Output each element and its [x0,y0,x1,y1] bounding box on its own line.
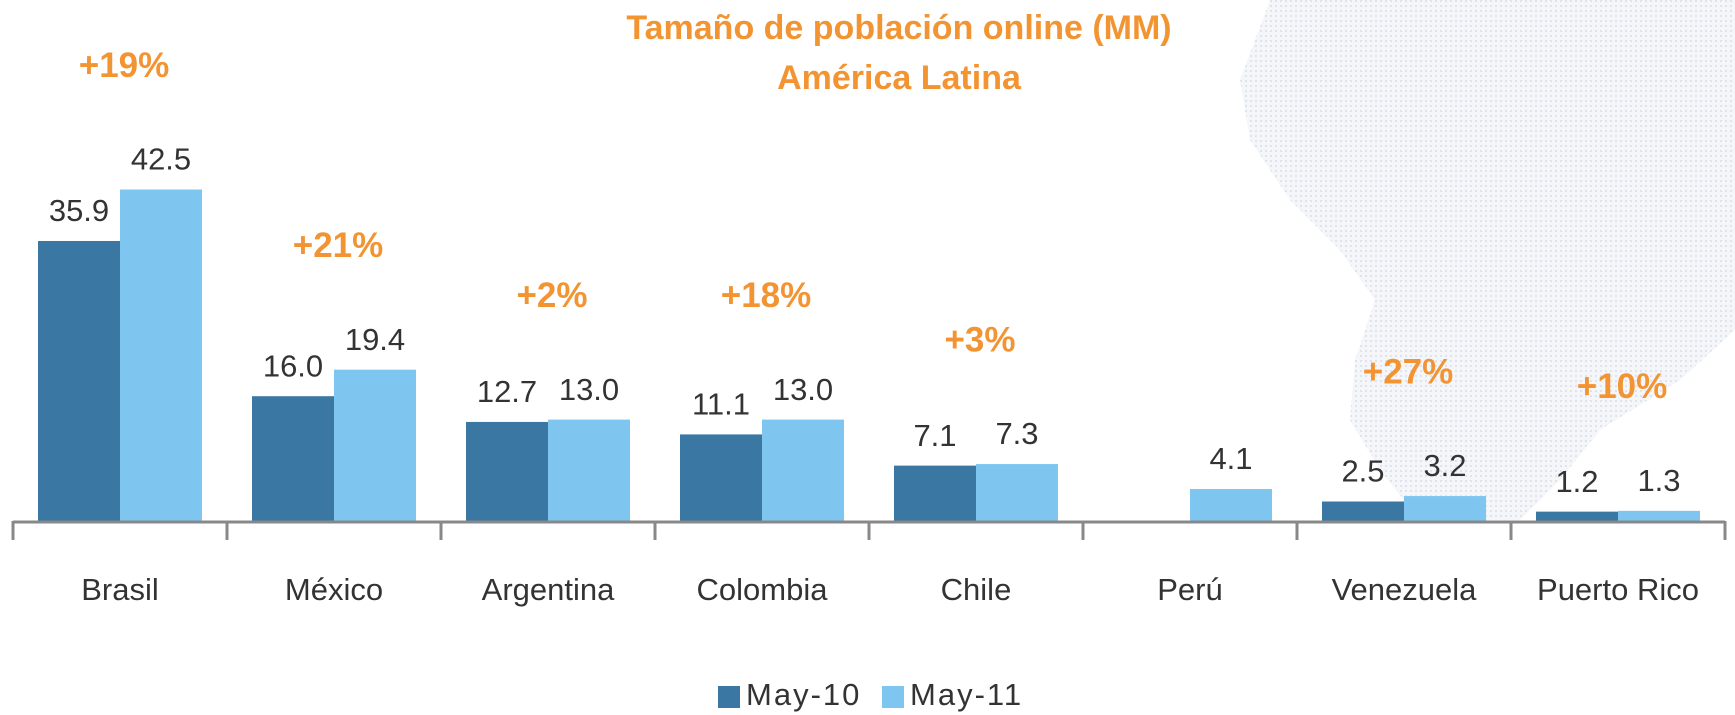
legend-label: May-11 [910,677,1023,712]
bar [1536,511,1618,521]
bar [1404,496,1486,521]
x-tick-label: Colombia [697,572,829,607]
data-label: 16.0 [263,348,323,383]
x-tick-label: Puerto Rico [1537,572,1699,607]
x-tick-label: Brasil [81,572,159,607]
data-label: 7.3 [995,416,1038,451]
x-tick-label: Venezuela [1332,572,1478,607]
bar [466,421,548,521]
bar [120,189,202,521]
legend-label: May-10 [746,677,861,712]
bar [38,240,120,522]
bar [976,464,1058,521]
growth-label: +18% [721,276,812,315]
data-label: 4.1 [1209,441,1252,476]
data-label: 1.2 [1555,464,1598,499]
legend-swatch [882,686,904,708]
legend-swatch [718,686,740,708]
data-label: 13.0 [773,372,833,407]
growth-label: +10% [1577,367,1668,406]
bar [762,419,844,521]
growth-label: +3% [944,320,1015,359]
bar [1190,489,1272,521]
growth-label: +21% [293,226,384,265]
bar [548,419,630,521]
data-label: 35.9 [49,193,109,228]
data-label: 42.5 [131,142,191,177]
data-label: 7.1 [913,418,956,453]
data-label: 13.0 [559,372,619,407]
data-label: 3.2 [1423,448,1466,483]
data-label: 2.5 [1341,454,1384,489]
growth-label: +19% [79,46,170,85]
data-label: 19.4 [345,322,405,357]
x-tick-label: Chile [941,572,1012,607]
bar [894,465,976,521]
data-label: 11.1 [692,387,750,422]
bar [1322,501,1404,521]
x-tick-label: Perú [1157,572,1222,607]
growth-label: +27% [1363,352,1454,391]
data-label: 1.3 [1637,463,1680,498]
chart-subtitle: América Latina [777,59,1022,97]
bar [1618,510,1700,521]
bar [252,396,334,521]
x-tick-label: Argentina [482,572,615,607]
bar [680,434,762,521]
bar [334,369,416,521]
x-tick-label: México [285,572,383,607]
map-background [1240,0,1735,520]
data-label: 12.7 [477,374,537,409]
growth-label: +2% [516,276,587,315]
chart-title: Tamaño de población online (MM) [626,9,1171,47]
